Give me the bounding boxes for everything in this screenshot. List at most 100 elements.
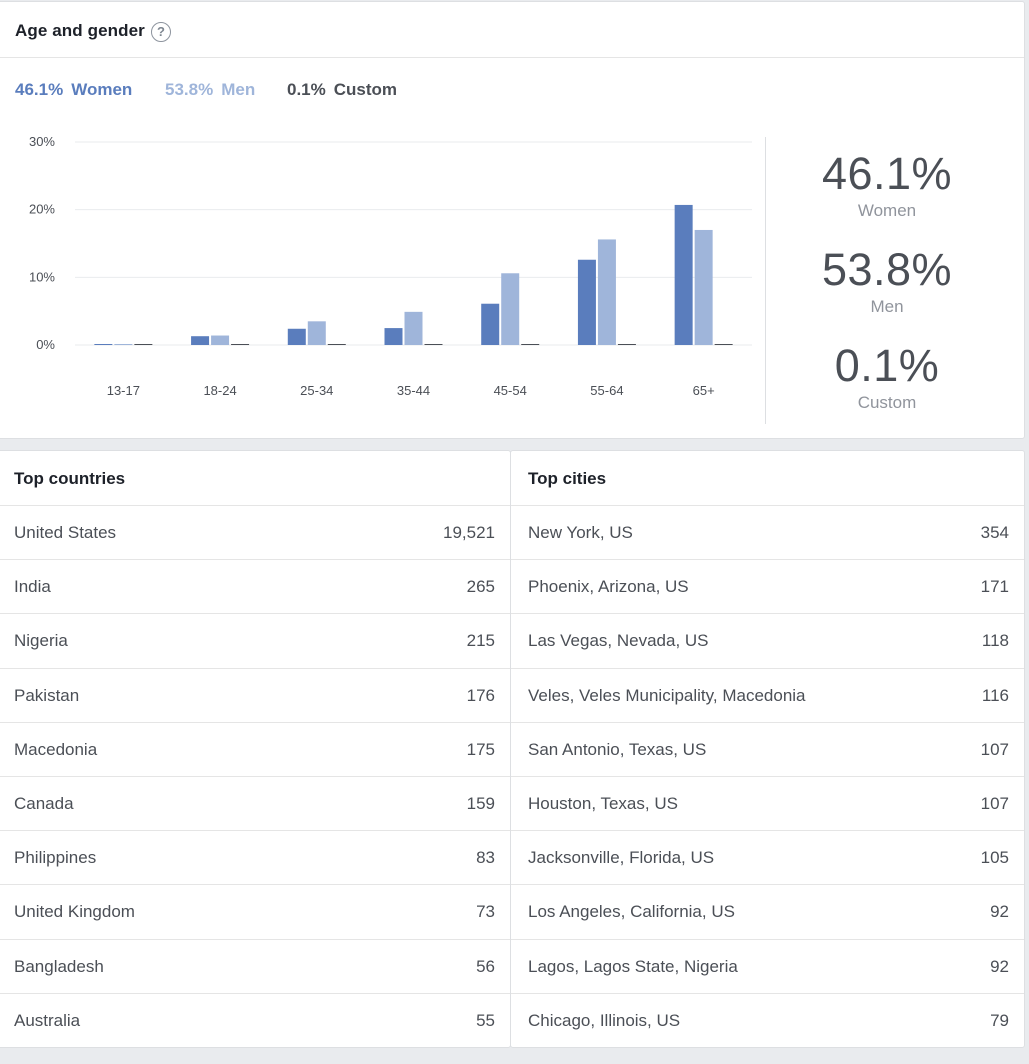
chart-divider xyxy=(765,137,766,424)
x-tick-label: 65+ xyxy=(693,383,715,398)
summary-women: 46.1% Women xyxy=(767,151,1007,221)
legend-women[interactable]: 46.1% Women xyxy=(15,80,132,100)
bar-women-18-24[interactable] xyxy=(191,336,210,345)
bar-women-25-34[interactable] xyxy=(287,328,306,345)
bar-custom-55-64[interactable] xyxy=(617,344,636,345)
city-name: Houston, Texas, US xyxy=(528,793,678,813)
table-row: San Antonio, Texas, US 107 xyxy=(511,723,1024,777)
summary-custom-value: 0.1% xyxy=(834,340,940,391)
country-count: 83 xyxy=(476,848,495,868)
bar-men-13-17[interactable] xyxy=(114,344,133,345)
table-row: Las Vegas, Nevada, US 118 xyxy=(511,614,1024,669)
city-name: Jacksonville, Florida, US xyxy=(528,848,715,868)
bar-women-55-64[interactable] xyxy=(577,259,596,345)
table-row: New York, US 354 xyxy=(511,506,1024,561)
country-count: 55 xyxy=(476,1010,495,1030)
legend-women-label: Women xyxy=(71,80,133,99)
bar-custom-65+[interactable] xyxy=(714,344,733,345)
city-name: Lagos, Lagos State, Nigeria xyxy=(528,956,738,976)
country-count: 176 xyxy=(466,685,495,705)
city-name: Veles, Veles Municipality, Macedonia xyxy=(528,685,806,705)
country-name: Pakistan xyxy=(14,685,80,705)
top-cities-card: Top cities New York, US 354 Phoenix, Ariz… xyxy=(510,450,1025,1048)
bar-men-45-54[interactable] xyxy=(501,273,520,345)
bar-women-45-54[interactable] xyxy=(481,303,500,345)
country-count: 175 xyxy=(466,739,495,759)
bar-women-65+[interactable] xyxy=(674,204,693,345)
city-count: 105 xyxy=(980,848,1009,868)
summary-men: 53.8% Men xyxy=(767,247,1007,317)
city-count: 107 xyxy=(980,793,1009,813)
city-name: Las Vegas, Nevada, US xyxy=(528,631,709,651)
bar-men-25-34[interactable] xyxy=(307,321,326,345)
country-name: United Kingdom xyxy=(14,902,135,922)
bar-men-65+[interactable] xyxy=(694,229,713,345)
legend-custom-label: Custom xyxy=(333,80,398,99)
bar-custom-18-24[interactable] xyxy=(231,344,250,345)
city-name: Chicago, Illinois, US xyxy=(528,1010,681,1030)
city-count: 118 xyxy=(981,631,1009,651)
x-tick-label: 35-44 xyxy=(397,383,430,398)
country-count: 159 xyxy=(466,793,495,813)
legend-men[interactable]: 53.8% Men xyxy=(165,80,255,100)
city-count: 116 xyxy=(981,685,1009,705)
summary-women-value: 46.1% xyxy=(821,148,953,199)
table-row: Lagos, Lagos State, Nigeria 92 xyxy=(511,940,1024,994)
x-tick-label: 13-17 xyxy=(107,383,140,398)
summary-custom: 0.1% Custom xyxy=(767,343,1007,413)
table-row: United Kingdom 73 xyxy=(0,885,510,940)
country-name: Australia xyxy=(14,1010,81,1030)
country-count: 56 xyxy=(476,956,495,976)
bar-men-55-64[interactable] xyxy=(597,239,616,345)
city-count: 79 xyxy=(990,1010,1009,1030)
table-row: Chicago, Illinois, US 79 xyxy=(511,994,1024,1048)
table-row: India 265 xyxy=(0,560,510,615)
country-name: Philippines xyxy=(14,848,97,868)
x-tick-label: 55-64 xyxy=(590,383,623,398)
city-count: 107 xyxy=(980,739,1009,759)
country-name: Canada xyxy=(14,793,74,813)
x-tick-label: 18-24 xyxy=(203,383,236,398)
country-name: United States xyxy=(14,523,117,542)
question-circle-icon[interactable]: ? xyxy=(151,22,171,42)
table-row: Bangladesh 56 xyxy=(0,940,510,994)
summary-women-label: Women xyxy=(857,201,917,220)
bar-custom-25-34[interactable] xyxy=(327,344,346,345)
city-count: 92 xyxy=(990,956,1009,976)
legend-women-percent: 46.1% xyxy=(15,80,64,99)
bar-men-18-24[interactable] xyxy=(211,335,230,345)
top-countries-card: Top countries United States 19,521 India 2… xyxy=(0,450,511,1048)
y-tick-label: 10% xyxy=(29,269,55,284)
city-name: Los Angeles, California, US xyxy=(528,902,735,922)
summary-men-value: 53.8% xyxy=(821,244,953,295)
table-row: Philippines 83 xyxy=(0,831,510,886)
top-cities-list: New York, US 354 Phoenix, Arizona, US 171 … xyxy=(511,506,1024,1048)
table-row: Canada 159 xyxy=(0,777,510,832)
y-tick-label: 30% xyxy=(29,134,55,149)
bar-women-13-17[interactable] xyxy=(94,344,113,345)
bar-custom-35-44[interactable] xyxy=(424,344,443,345)
y-tick-label: 20% xyxy=(29,202,55,217)
country-count: 265 xyxy=(466,577,495,597)
legend-men-label: Men xyxy=(221,80,256,99)
bar-custom-45-54[interactable] xyxy=(521,344,540,345)
table-row: Pakistan 176 xyxy=(0,669,510,723)
table-row: Macedonia 175 xyxy=(0,723,510,777)
table-row: Veles, Veles Municipality, Macedonia 116 xyxy=(511,669,1024,723)
legend-custom-percent: 0.1% xyxy=(287,80,326,99)
top-cities-title: Top cities xyxy=(528,469,607,488)
city-count: 354 xyxy=(980,523,1009,542)
bar-women-35-44[interactable] xyxy=(384,328,403,345)
bar-men-35-44[interactable] xyxy=(404,311,423,345)
x-tick-label: 45-54 xyxy=(494,383,527,398)
age-gender-header: Age and gender ? xyxy=(0,2,1024,58)
table-row: Phoenix, Arizona, US 171 xyxy=(511,560,1024,615)
table-row: Los Angeles, California, US 92 xyxy=(511,885,1024,940)
table-row: Australia 55 xyxy=(0,994,510,1048)
x-tick-label: 25-34 xyxy=(300,383,333,398)
legend-custom[interactable]: 0.1% Custom xyxy=(287,80,397,100)
bar-custom-13-17[interactable] xyxy=(134,344,153,345)
city-name: San Antonio, Texas, US xyxy=(528,739,707,759)
legend-men-percent: 53.8% xyxy=(165,80,214,99)
top-cities-header: Top cities xyxy=(511,451,1024,506)
